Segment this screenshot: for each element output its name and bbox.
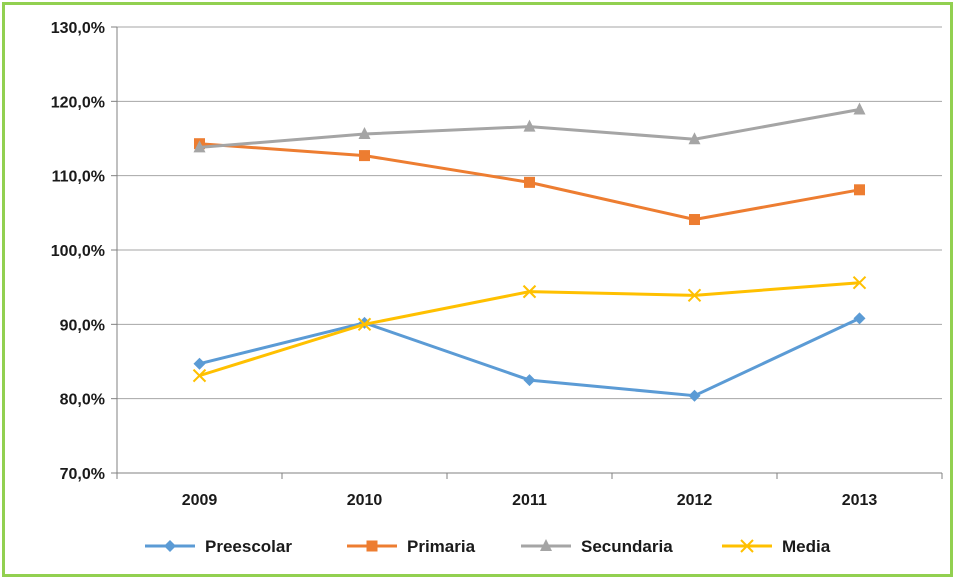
point-marker-triangle xyxy=(523,119,536,132)
axes xyxy=(111,26,943,479)
y-tick-label: 110,0% xyxy=(52,169,105,186)
x-stroke xyxy=(687,288,702,303)
y-tick-label: 100,0% xyxy=(51,243,105,260)
x-stroke xyxy=(852,275,867,290)
point-marker-triangle xyxy=(193,140,206,153)
series-preescolar xyxy=(193,312,866,402)
point-marker-square xyxy=(359,150,370,162)
point-marker-x xyxy=(687,288,702,303)
series-group xyxy=(192,102,867,402)
legend: Preescolar Primaria Secundaria Media xyxy=(145,537,831,556)
y-tick-label: 70,0% xyxy=(60,466,105,483)
legend-item-primaria: Primaria xyxy=(347,537,476,556)
point-marker-triangle xyxy=(688,132,701,145)
series-primaria xyxy=(194,138,865,226)
x-tick-label: 2011 xyxy=(512,492,547,509)
y-tick-label: 80,0% xyxy=(60,392,105,409)
point-marker-square xyxy=(366,540,378,552)
legend-label: Preescolar xyxy=(205,537,292,556)
point-marker-diamond xyxy=(853,312,866,325)
y-tick-label: 120,0% xyxy=(51,94,105,111)
point-marker-square xyxy=(854,184,865,196)
legend-item-media: Media xyxy=(722,537,831,556)
x-stroke xyxy=(740,539,754,553)
point-marker-x xyxy=(740,539,754,553)
point-marker-diamond xyxy=(523,374,536,387)
point-marker-square xyxy=(524,176,535,188)
series-secundaria xyxy=(193,102,866,153)
y-tick-label: 130,0% xyxy=(51,20,105,37)
x-tick-label: 2010 xyxy=(347,492,383,509)
series-line xyxy=(199,281,860,378)
chart-frame xyxy=(2,2,953,577)
y-tick-labels: 70,0% 80,0% 90,0% 100,0% 110,0% 120,0% 130,0% xyxy=(51,20,105,483)
legend-label: Secundaria xyxy=(581,537,673,556)
x-stroke xyxy=(357,317,372,332)
x-tick-labels: 2009 2010 2011 2012 2013 xyxy=(182,492,878,509)
gridlines xyxy=(117,26,942,400)
legend-item-preescolar: Preescolar xyxy=(145,537,292,556)
y-tick-label: 90,0% xyxy=(60,317,105,334)
legend-label: Primaria xyxy=(407,537,476,556)
legend-item-secundaria: Secundaria xyxy=(521,537,673,556)
point-marker-diamond xyxy=(688,389,701,402)
legend-label: Media xyxy=(782,537,831,556)
series-media xyxy=(192,275,867,383)
point-marker-triangle xyxy=(853,102,866,115)
x-stroke xyxy=(522,284,537,299)
point-marker-triangle xyxy=(540,539,552,551)
point-marker-diamond xyxy=(164,540,176,552)
point-marker-x xyxy=(357,317,372,332)
x-tick-label: 2013 xyxy=(842,492,878,509)
point-marker-x xyxy=(192,368,207,383)
point-marker-diamond xyxy=(193,357,206,370)
point-marker-x xyxy=(852,275,867,290)
x-stroke xyxy=(192,368,207,383)
point-marker-x xyxy=(522,284,537,299)
x-tick-label: 2012 xyxy=(677,492,713,509)
point-marker-triangle xyxy=(358,127,371,140)
point-marker-square xyxy=(689,214,700,226)
x-tick-label: 2009 xyxy=(182,492,218,509)
